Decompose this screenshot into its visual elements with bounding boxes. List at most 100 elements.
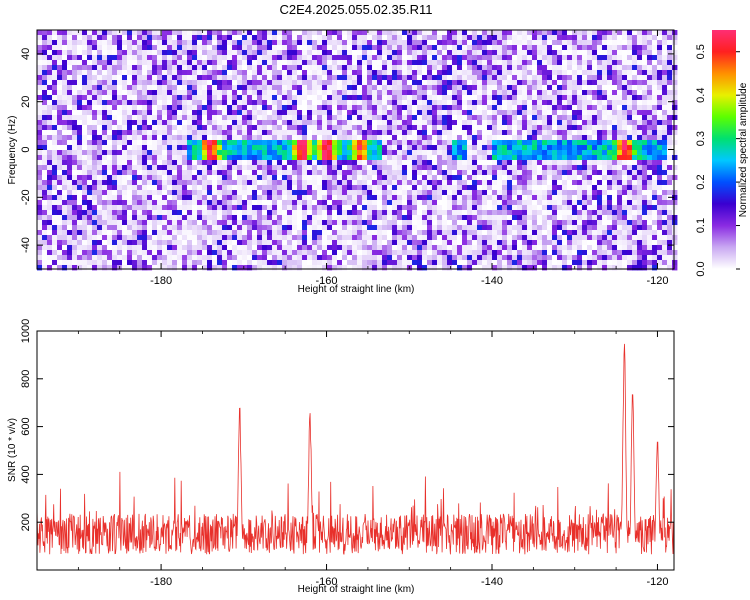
spectrogram-cell <box>402 55 408 61</box>
spectrogram-cell <box>347 210 353 216</box>
spectrogram-cell <box>277 55 283 61</box>
spectrogram-cell <box>532 150 538 156</box>
spectrogram-cell <box>207 185 213 191</box>
spectrogram-cell <box>317 105 323 111</box>
spectrogram-cell <box>177 75 183 81</box>
spectrogram-cell <box>367 45 373 51</box>
spectrogram-cell <box>62 45 68 51</box>
spectrogram-cell <box>287 35 293 41</box>
spectrogram-cell <box>552 40 558 46</box>
spectrogram-cell <box>312 50 318 56</box>
spectrogram-cell <box>217 30 223 36</box>
spectrogram-cell <box>352 135 358 141</box>
spectrogram-cell <box>467 130 473 136</box>
spectrogram-cell <box>47 85 53 91</box>
spectrogram-cell <box>147 200 153 206</box>
spectrogram-cell <box>277 30 283 36</box>
spectrogram-cell <box>217 85 223 91</box>
spectrogram-cell <box>462 210 468 216</box>
spectrogram-cell <box>47 80 53 86</box>
spectrogram-cell <box>77 105 83 111</box>
spectrogram-cell <box>597 135 603 141</box>
spectrogram-cell <box>307 200 313 206</box>
spectrogram-cell <box>87 170 93 176</box>
spectrogram-cell <box>477 100 483 106</box>
spectrogram-cell <box>442 200 448 206</box>
spectrogram-cell <box>122 190 128 196</box>
spectrogram-cell <box>372 95 378 101</box>
spectrogram-cell <box>152 70 158 76</box>
spectrogram-cell <box>322 70 328 76</box>
spectrogram-cell <box>107 55 113 61</box>
spectrogram-cell <box>622 100 628 106</box>
spectrogram-cell <box>97 185 103 191</box>
spectrogram-cell <box>567 175 573 181</box>
spectrogram-cell <box>197 220 203 226</box>
spectrogram-cell <box>567 70 573 76</box>
spectrogram-cell <box>652 40 658 46</box>
spectrogram-cell <box>417 40 423 46</box>
spectrogram-cell <box>97 40 103 46</box>
spectrogram-cell <box>477 80 483 86</box>
spectrogram-cell <box>357 110 363 116</box>
spectrogram-cell <box>147 105 153 111</box>
spectrogram-cell <box>647 200 653 206</box>
spectrogram-cell <box>382 195 388 201</box>
spectrogram-cell <box>192 45 198 51</box>
spectrogram-cell <box>657 75 663 81</box>
spectrogram-cell <box>167 105 173 111</box>
spectrogram-cell <box>322 150 328 156</box>
spectrogram-cell <box>227 100 233 106</box>
spectrogram-cell <box>42 190 48 196</box>
spectrogram-cell <box>77 60 83 66</box>
spectrogram-cell <box>187 55 193 61</box>
spectrogram-cell <box>622 50 628 56</box>
spectrogram-cell <box>527 30 533 36</box>
spectrogram-cell <box>257 145 263 151</box>
spectrogram-cell <box>367 30 373 36</box>
spectrogram-cell <box>137 55 143 61</box>
spectrogram-cell <box>427 95 433 101</box>
spectrogram-cell <box>122 120 128 126</box>
spectrogram-cell <box>152 95 158 101</box>
spectrogram-cell <box>577 45 583 51</box>
spectrogram-cell <box>172 60 178 66</box>
spectrogram-cell <box>542 100 548 106</box>
spectrogram-cell <box>587 170 593 176</box>
spectrogram-cell <box>542 155 548 161</box>
spectrogram-cell <box>212 160 218 166</box>
spectrogram-cell <box>507 105 513 111</box>
spectrogram-cell <box>652 190 658 196</box>
spectrogram-cell <box>442 190 448 196</box>
spectrogram-cell <box>517 195 523 201</box>
spectrogram-cell <box>392 195 398 201</box>
spectrogram-cell <box>672 35 678 41</box>
spectrogram-cell <box>262 40 268 46</box>
spectrogram-cell <box>247 160 253 166</box>
spectrogram-cell <box>77 140 83 146</box>
spectrogram-cell <box>402 185 408 191</box>
spectrogram-cell <box>42 130 48 136</box>
spectrogram-cell <box>122 80 128 86</box>
spectrogram-cell <box>147 115 153 121</box>
spectrogram-cell <box>282 115 288 121</box>
spectrogram-cell <box>622 75 628 81</box>
spectrogram-cell <box>157 30 163 36</box>
spectrogram-cell <box>207 85 213 91</box>
spectrogram-cell <box>617 40 623 46</box>
spectrogram-cell <box>322 45 328 51</box>
spectrogram-cell <box>432 105 438 111</box>
spectrogram-cell <box>357 75 363 81</box>
spectrogram-cell <box>177 200 183 206</box>
spectrogram-cell <box>377 125 383 131</box>
spectrogram-cell <box>347 80 353 86</box>
spectrogram-cell <box>647 105 653 111</box>
spectrogram-cell <box>542 120 548 126</box>
spectrogram-cell <box>282 95 288 101</box>
spectrogram-cell <box>182 195 188 201</box>
spectrogram-cell <box>152 180 158 186</box>
spectrogram-cell <box>342 160 348 166</box>
spectrogram-cell <box>312 220 318 226</box>
spectrogram-cell <box>577 80 583 86</box>
spectrogram-cell <box>542 215 548 221</box>
